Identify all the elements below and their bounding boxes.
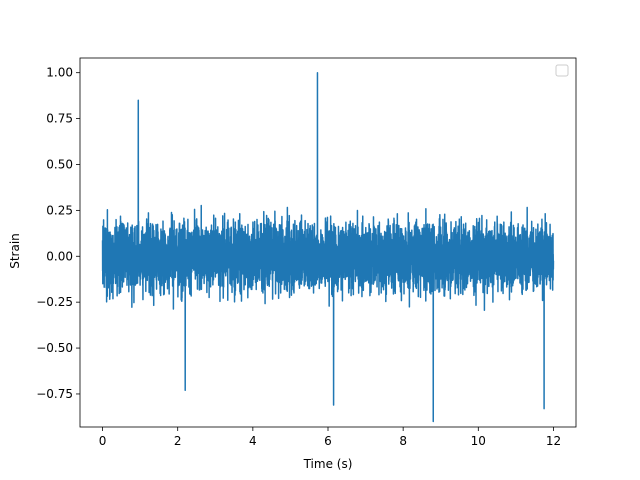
x-tick-label: 10 (471, 434, 486, 448)
plot-area (101, 71, 555, 423)
x-tick-label: 2 (174, 434, 182, 448)
legend-box (555, 64, 569, 77)
x-tick-label: 0 (99, 434, 107, 448)
y-tick-label: −0.25 (36, 295, 73, 309)
strain-series-line (101, 71, 555, 423)
y-tick-label: 1.00 (46, 66, 73, 80)
x-tick-label: 6 (324, 434, 332, 448)
y-tick-label: 0.50 (46, 157, 73, 171)
x-tick-label: 4 (249, 434, 257, 448)
x-tick-label: 8 (399, 434, 407, 448)
x-tick-label: 12 (546, 434, 561, 448)
y-axis-label: Strain (8, 233, 22, 269)
axes: 0 2 4 6 8 10 12 −0.75 −0.50 −0.25 0.00 0.25 0.50 0.75… (36, 57, 577, 448)
y-tick-label: 0.75 (46, 112, 73, 126)
y-tick-label: −0.50 (36, 341, 73, 355)
y-tick-label: 0.25 (46, 203, 73, 217)
y-tick-label: 0.00 (46, 249, 73, 263)
y-tick-label: −0.75 (36, 387, 73, 401)
x-axis-label: Time (s) (303, 457, 353, 471)
